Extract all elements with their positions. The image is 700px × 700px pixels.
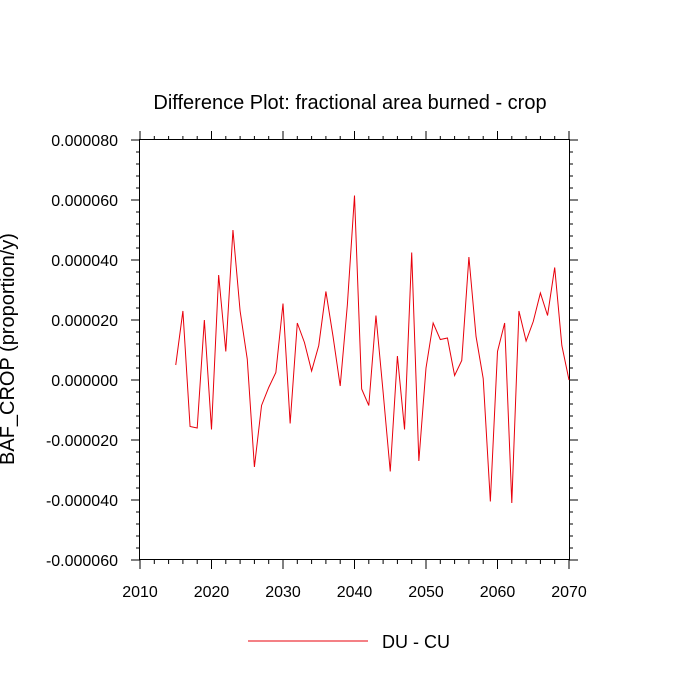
x-tick-label: 2020 (194, 584, 230, 601)
y-tick-label: 0.000080 (51, 133, 118, 150)
x-minor-ticks (153, 136, 556, 564)
x-tick-label: 2060 (480, 584, 516, 601)
y-tick-label: 0.000020 (51, 313, 118, 330)
y-axis: -0.000060 -0.000040 -0.000020 0.000000 0.000… (46, 133, 578, 570)
x-axis: 2010 2020 2030 2040 2050 2060 2070 (122, 131, 587, 601)
chart-title: Difference Plot: fractional area burned … (153, 92, 546, 114)
x-tick-label: 2030 (265, 584, 301, 601)
x-tick-label: 2010 (122, 584, 158, 601)
legend-label: DU - CU (382, 632, 450, 652)
y-tick-label: 0.000040 (51, 253, 118, 270)
y-axis-label: BAF_CROP (proportion/y) (0, 233, 19, 465)
x-tick-label: 2070 (551, 584, 587, 601)
legend: DU - CU (248, 632, 450, 652)
x-tick-label: 2050 (408, 584, 444, 601)
series-layer (175, 195, 570, 504)
y-tick-label: -0.000040 (46, 493, 118, 510)
series-line (175, 195, 570, 504)
y-tick-label: -0.000020 (46, 433, 118, 450)
y-tick-label: 0.000060 (51, 193, 118, 210)
y-tick-label: 0.000000 (51, 373, 118, 390)
x-tick-label: 2040 (337, 584, 373, 601)
y-minor-ticks (136, 151, 573, 549)
y-tick-label: -0.000060 (46, 553, 118, 570)
